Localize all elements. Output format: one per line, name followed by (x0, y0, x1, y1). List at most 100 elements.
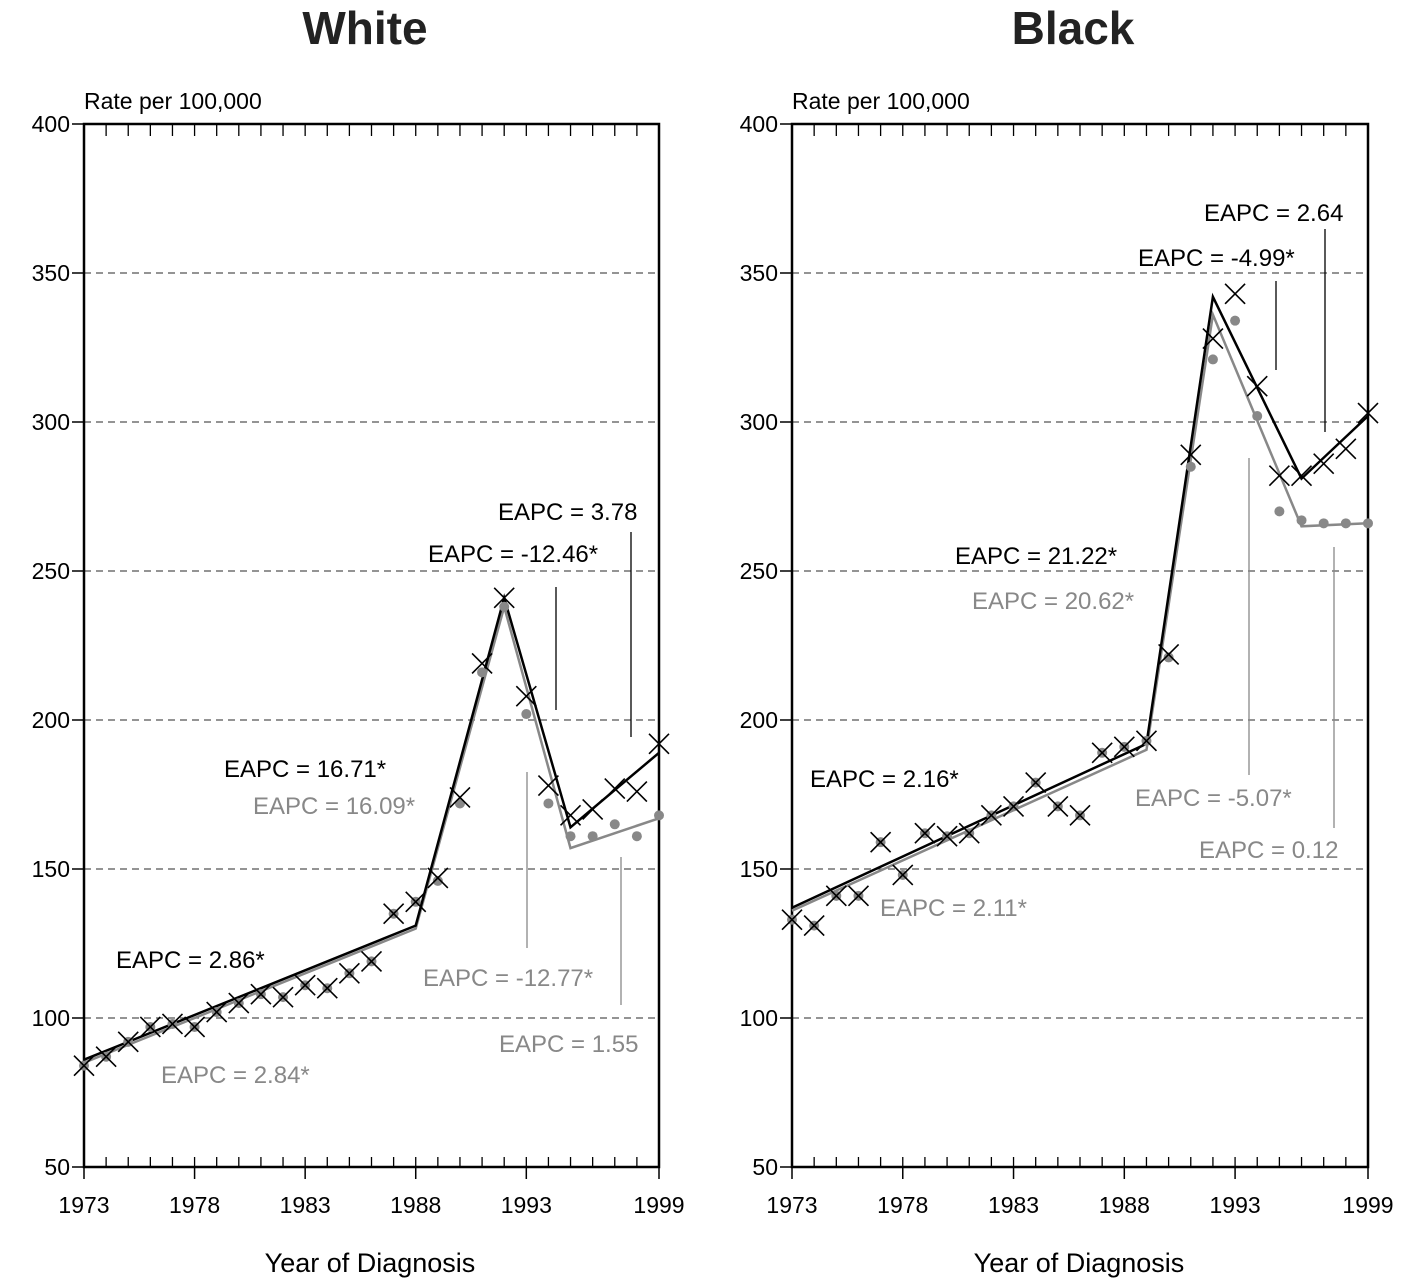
data-point-dot (521, 709, 532, 720)
x-tick-label: 1999 (633, 1192, 684, 1218)
y-tick-label: 300 (32, 409, 70, 435)
data-point-dot (1163, 652, 1174, 663)
plot-frame (790, 122, 1370, 1169)
eapc-annotation: EAPC = 16.71* (224, 756, 386, 783)
x-tick-label: 1978 (169, 1192, 220, 1218)
panel-white: White Rate per 100,000 Year of Diagnosis… (32, 2, 685, 1278)
data-point-dot (1296, 515, 1307, 526)
chart-title-white: White (302, 2, 427, 54)
data-point-dot (1252, 411, 1263, 422)
panel-black: Black Rate per 100,000 Year of Diagnosis… (740, 2, 1394, 1278)
data-point-x (360, 950, 383, 972)
y-tick-label: 150 (32, 856, 70, 882)
data-point-x (537, 774, 559, 797)
data-point-dot (1274, 506, 1285, 517)
eapc-annotation: EAPC = -12.77* (423, 965, 593, 992)
y-tick-label: 350 (32, 260, 70, 286)
data-point-x (383, 903, 405, 925)
y-tick-label: 200 (32, 707, 70, 733)
data-point-x (803, 915, 825, 937)
eapc-annotation: EAPC = 1.55 (499, 1031, 638, 1058)
x-axis-title-black: Year of Diagnosis (974, 1248, 1185, 1278)
data-point-x (847, 885, 870, 907)
data-point-x (1335, 438, 1357, 460)
data-point-x (1047, 795, 1069, 817)
x-tick-label: 1999 (1342, 1192, 1393, 1218)
y-tick-label: 400 (32, 111, 70, 137)
data-point-x (1313, 453, 1335, 475)
data-point-x (914, 822, 936, 844)
x-tick-label: 1978 (877, 1192, 928, 1218)
data-point-dot (432, 875, 443, 886)
data-point-x (206, 1001, 228, 1023)
y-tick-label: 400 (740, 111, 778, 137)
data-point-x (294, 974, 316, 996)
data-point-dot (654, 810, 664, 821)
y-tick-label: 350 (740, 260, 778, 286)
data-point-dot (499, 601, 510, 612)
x-tick-label: 1993 (501, 1192, 552, 1218)
x-tick-label: 1983 (280, 1192, 331, 1218)
data-point-x (1025, 772, 1047, 794)
data-point-x (1069, 804, 1091, 826)
x-tick-label: 1983 (988, 1192, 1039, 1218)
data-point-x (1180, 444, 1202, 466)
plot-area-white: 50 100 150 200 250 300 350 400 1973 1978 1983 1988 1… (32, 111, 685, 1218)
data-point-dot (565, 831, 576, 842)
data-point-x (405, 891, 427, 913)
x-tick-label: 1973 (766, 1192, 817, 1218)
data-point-x (493, 587, 515, 609)
data-point-x (1357, 402, 1379, 424)
data-point-dot (1318, 518, 1329, 529)
y-tick-label: 100 (740, 1005, 778, 1031)
data-point-x (272, 986, 294, 1008)
plot-area-black: 50 100 150 200 250 300 350 400 1973 1978 1983 1988 1… (740, 111, 1394, 1218)
data-point-x (1113, 736, 1135, 758)
data-point-x (471, 652, 493, 674)
data-point-x (250, 983, 272, 1005)
data-point-x (1224, 283, 1246, 305)
data-point-x (338, 962, 360, 984)
y-axis-label-black: Rate per 100,000 (792, 88, 970, 114)
eapc-annotation: EAPC = -4.99* (1138, 245, 1295, 272)
eapc-annotation: EAPC = 2.64 (1204, 200, 1343, 227)
data-point-x (892, 864, 914, 886)
data-point-dot (1340, 518, 1351, 529)
data-point-x (73, 1055, 95, 1077)
eapc-annotation: EAPC = 2.16* (810, 766, 959, 793)
fit-line-black (791, 292, 1369, 909)
data-point-x (1290, 465, 1313, 487)
data-point-x (648, 733, 670, 755)
data-point-x (161, 1013, 184, 1035)
y-tick-label: 250 (740, 558, 778, 584)
y-axis-label-white: Rate per 100,000 (84, 88, 262, 114)
data-point-x (1002, 795, 1025, 817)
eapc-annotation: EAPC = 16.09* (253, 793, 415, 820)
data-point-x (604, 777, 626, 800)
y-tick-label: 100 (32, 1005, 70, 1031)
data-point-x (316, 977, 338, 999)
y-tick-label: 200 (740, 707, 778, 733)
data-point-x (95, 1046, 117, 1068)
data-point-x (1246, 375, 1268, 397)
eapc-annotation: EAPC = 2.86* (116, 947, 265, 974)
data-point-dot (1230, 315, 1241, 326)
data-point-x (781, 909, 803, 931)
data-point-dot (477, 667, 488, 678)
plot-frame (82, 122, 661, 1169)
data-point-x (582, 798, 604, 820)
data-point-dot (1363, 518, 1373, 529)
data-point-x (228, 992, 250, 1014)
eapc-annotation: EAPC = 0.12 (1199, 837, 1338, 864)
x-axis-title-white: Year of Diagnosis (265, 1248, 476, 1278)
data-point-x (1202, 327, 1224, 350)
x-tick-label: 1973 (58, 1192, 109, 1218)
chart-title-black: Black (1012, 2, 1135, 54)
data-point-dot (1207, 354, 1218, 365)
data-point-x (449, 786, 471, 809)
data-point-dot (609, 819, 620, 830)
data-point-dot (543, 798, 554, 809)
y-tick-label: 250 (32, 558, 70, 584)
data-point-x (1135, 730, 1158, 752)
